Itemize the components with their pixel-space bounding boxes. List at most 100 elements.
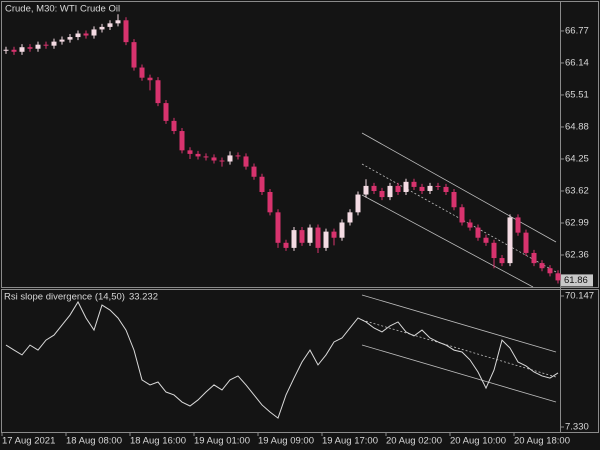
candle-body: [427, 185, 433, 191]
candle-body: [339, 222, 345, 238]
candle-body: [435, 185, 441, 187]
candle-body: [11, 49, 17, 52]
candle-body: [411, 181, 417, 187]
candle-body: [155, 80, 161, 104]
candle-body: [179, 131, 185, 151]
candle-body: [371, 185, 377, 191]
candle-body: [147, 77, 153, 81]
y-tick-label: 62.99: [565, 218, 589, 229]
candle-body: [387, 185, 393, 198]
candle-body: [19, 47, 25, 52]
candle-body: [355, 194, 361, 213]
candle-body: [59, 39, 65, 42]
candle-body: [331, 231, 337, 238]
candle-body: [259, 176, 265, 192]
candle-body: [187, 150, 193, 154]
candle-body: [443, 186, 449, 192]
candle-body: [555, 273, 561, 281]
candle-body: [139, 67, 145, 78]
main-panel-frame: [1, 1, 599, 288]
candle-body: [195, 153, 201, 157]
candle-body: [483, 237, 489, 243]
candle-body: [467, 222, 473, 228]
x-tick-label: 18 Aug 16:00: [130, 436, 186, 447]
y-tick-label: 7.330: [565, 422, 589, 433]
candle-body: [107, 23, 113, 27]
channel-upper: [361, 132, 557, 243]
channel-lower: [361, 344, 557, 403]
x-tick-label: 20 Aug 10:00: [450, 436, 506, 447]
last-price-label: 61.86: [564, 275, 588, 286]
candle-body: [27, 47, 33, 49]
channel-middle: [361, 163, 557, 273]
candle-body: [75, 33, 81, 38]
candle-body: [515, 217, 521, 233]
candle-body: [163, 103, 169, 121]
candle-body: [499, 258, 505, 264]
candle-body: [91, 29, 97, 36]
y-tick-label: 70.147: [565, 291, 594, 302]
candle-body: [451, 192, 457, 208]
x-tick-label: 18 Aug 08:00: [66, 436, 122, 447]
x-tick-label: 17 Aug 2021: [2, 436, 55, 447]
candle-body: [539, 263, 545, 269]
candle-body: [203, 156, 209, 158]
candle-body: [267, 192, 273, 213]
y-tick-label: 62.36: [565, 250, 589, 261]
channel-middle: [361, 319, 557, 378]
candle-body: [347, 212, 353, 223]
x-tick-label: 19 Aug 09:00: [258, 436, 314, 447]
y-tick-label: 65.51: [565, 89, 589, 100]
candle-body: [419, 186, 425, 191]
candle-body: [219, 160, 225, 162]
candle-body: [227, 155, 233, 162]
candle-body: [283, 242, 289, 248]
candle-body: [459, 207, 465, 223]
candle-body: [291, 230, 297, 248]
candle-body: [67, 37, 73, 40]
x-tick-label: 19 Aug 01:00: [194, 436, 250, 447]
candle-body: [315, 227, 321, 248]
indicator-last-value: 33.232: [129, 292, 158, 303]
candle-body: [131, 42, 137, 68]
candle-body: [323, 231, 329, 248]
x-tick-label: 20 Aug 02:00: [386, 436, 442, 447]
indicator-line: [5, 300, 559, 419]
y-tick-label: 63.62: [565, 185, 589, 196]
indicator-title: Rsi slope divergence (14,50): [4, 292, 125, 303]
y-tick-label: 64.88: [565, 121, 589, 132]
candle-body: [547, 268, 553, 274]
candle-body: [211, 157, 217, 161]
main-title: Crude, M30: WTI Crude Oil: [5, 4, 120, 15]
candle-body: [99, 26, 105, 30]
channel-lower: [361, 194, 534, 288]
last-price-box: [561, 274, 593, 287]
channel-main: [361, 132, 557, 288]
y-tick-label: 64.25: [565, 153, 589, 164]
candle-body: [363, 185, 369, 195]
candle-body: [523, 232, 529, 253]
candle-body: [475, 227, 481, 238]
indicator-panel-frame: [1, 289, 599, 433]
candle-body: [35, 44, 41, 49]
candle-body: [51, 41, 57, 46]
candle-body: [3, 49, 9, 51]
candle-body: [507, 217, 513, 264]
candle-body: [123, 20, 129, 43]
channel-upper: [361, 294, 557, 353]
x-tick-label: 20 Aug 18:00: [514, 436, 570, 447]
candle-body: [235, 155, 241, 157]
y-tick-label: 66.77: [565, 25, 589, 36]
y-tick-label: 66.14: [565, 57, 589, 68]
channel-indicator: [361, 294, 557, 403]
x-tick-label: 19 Aug 17:00: [322, 436, 378, 447]
candle-body: [43, 44, 49, 46]
candle-body: [395, 185, 401, 192]
candle-body: [299, 230, 305, 243]
candle-body: [491, 242, 497, 259]
candle-body: [379, 190, 385, 198]
candle-body: [83, 33, 89, 36]
